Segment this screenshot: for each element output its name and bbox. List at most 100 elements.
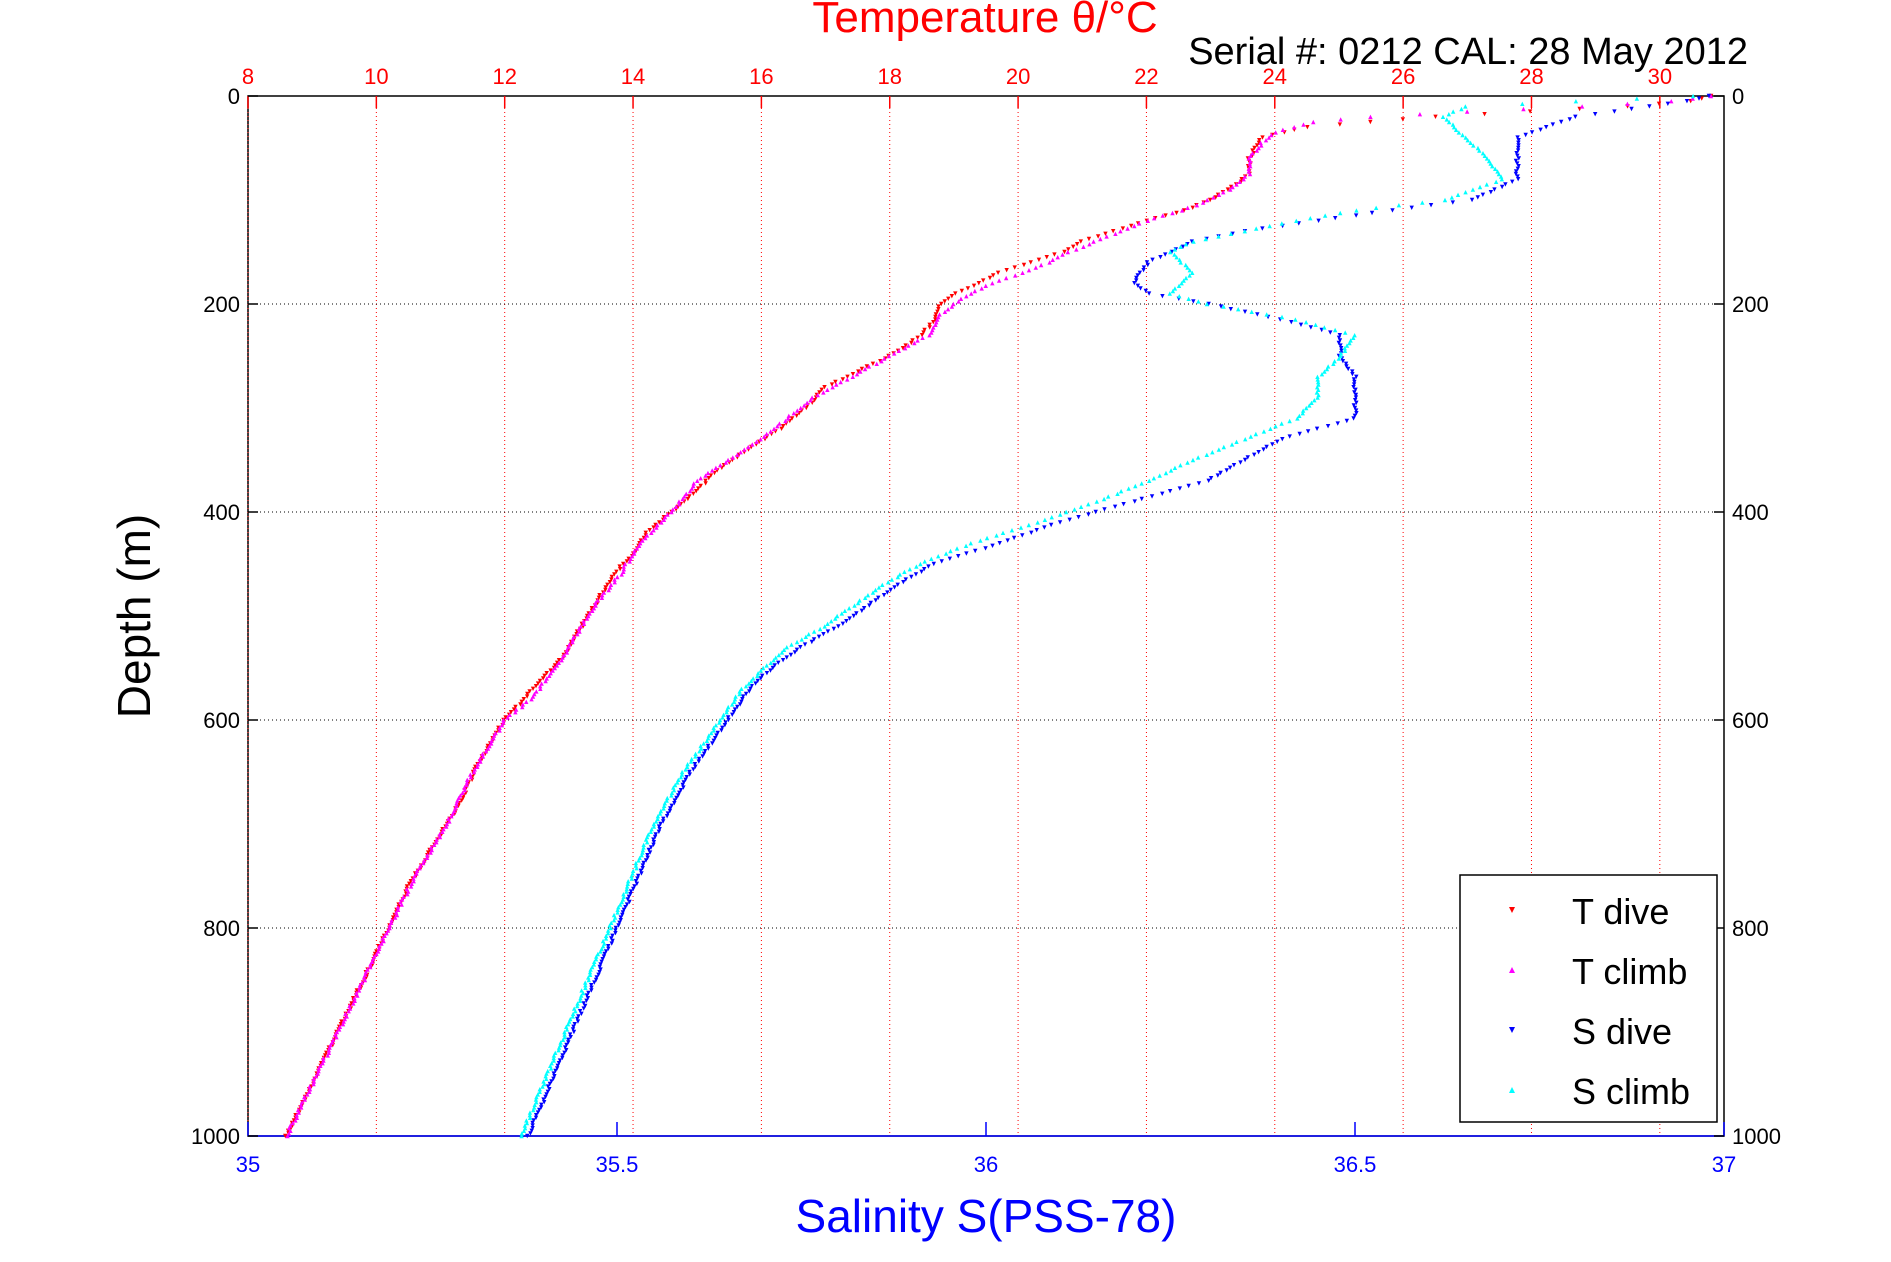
data-point: [777, 421, 782, 426]
data-point: [1221, 304, 1226, 309]
data-point: [1033, 265, 1039, 270]
data-point: [1477, 148, 1482, 153]
data-point: [298, 1102, 304, 1107]
data-point: [978, 538, 983, 543]
data-point: [549, 1079, 554, 1084]
data-point: [809, 639, 815, 645]
data-point: [889, 577, 895, 582]
data-point: [1315, 379, 1321, 385]
data-point: [613, 925, 619, 931]
data-point: [715, 730, 720, 736]
data-point: [773, 655, 778, 660]
data-point: [336, 1027, 342, 1032]
data-point: [1207, 197, 1213, 203]
data-point: [971, 283, 977, 288]
data-point: [651, 824, 657, 829]
data-point: [524, 1118, 529, 1123]
data-point: [1134, 278, 1139, 283]
data-point: [1706, 93, 1712, 99]
data-point: [609, 574, 615, 580]
data-point: [529, 1128, 534, 1133]
data-point: [1247, 171, 1253, 177]
data-point: [696, 486, 701, 491]
data-point: [1521, 106, 1526, 112]
data-point: [933, 314, 938, 320]
data-point: [636, 543, 642, 548]
data-point: [357, 985, 362, 990]
data-point: [326, 1048, 332, 1053]
data-point: [784, 645, 789, 650]
data-point: [302, 1094, 307, 1100]
data-point: [1354, 374, 1359, 379]
data-point: [758, 676, 764, 681]
data-point: [1237, 179, 1242, 184]
data-point: [575, 632, 580, 637]
data-point: [1492, 187, 1497, 192]
data-point: [560, 1055, 565, 1061]
data-point: [524, 694, 530, 699]
data-point: [720, 725, 725, 730]
data-point: [465, 777, 470, 782]
data-point: [1178, 260, 1183, 265]
data-point: [1442, 197, 1448, 203]
data-point: [475, 762, 481, 767]
data-point: [1273, 130, 1278, 135]
data-point: [680, 496, 685, 502]
data-point: [1269, 132, 1274, 138]
data-point: [605, 931, 611, 936]
data-point: [976, 281, 982, 286]
data-point: [1167, 291, 1172, 296]
data-point: [665, 811, 671, 816]
data-point: [598, 967, 603, 972]
data-point: [1523, 132, 1528, 138]
data-point: [634, 546, 640, 551]
data-point: [534, 1100, 539, 1105]
data-point: [421, 860, 426, 866]
data-point: [821, 632, 826, 637]
data-point: [784, 655, 789, 660]
data-point: [731, 710, 737, 715]
data-point: [1309, 400, 1314, 405]
data-point: [615, 907, 620, 912]
data-point: [671, 785, 676, 790]
data-point: [1538, 127, 1543, 132]
data-point: [1174, 255, 1179, 260]
data-point: [676, 793, 681, 798]
data-point: [520, 702, 526, 707]
data-point: [881, 593, 887, 598]
data-point: [1135, 273, 1140, 278]
data-point: [755, 673, 760, 678]
data-point: [562, 1032, 567, 1037]
data-point: [458, 793, 463, 798]
data-point: [1300, 408, 1306, 413]
data-point: [1527, 109, 1533, 114]
data-point: [720, 715, 725, 720]
data-point: [1086, 512, 1091, 517]
data-point: [888, 587, 893, 593]
data-point: [579, 1011, 584, 1016]
data-point: [1249, 309, 1254, 314]
legend-marker: [1509, 1027, 1515, 1033]
temperature-tick-label: 12: [492, 64, 516, 89]
data-point: [656, 824, 662, 829]
data-point: [1516, 140, 1521, 145]
data-point: [768, 668, 773, 673]
data-point: [713, 465, 719, 470]
data-point: [556, 1045, 562, 1050]
data-point: [844, 619, 849, 624]
data-point: [566, 1037, 571, 1042]
data-point: [576, 1014, 581, 1019]
data-point: [1456, 130, 1462, 135]
data-point: [1047, 260, 1052, 265]
data-point: [1076, 515, 1081, 520]
data-point: [612, 580, 617, 585]
data-point: [1248, 153, 1253, 158]
data-point: [1516, 145, 1521, 151]
data-point: [519, 1133, 524, 1139]
data-point: [440, 829, 445, 834]
data-point: [1186, 483, 1191, 489]
data-point: [1696, 96, 1702, 101]
data-point: [575, 1001, 580, 1006]
data-point: [1021, 262, 1027, 268]
data-point: [1103, 231, 1108, 236]
